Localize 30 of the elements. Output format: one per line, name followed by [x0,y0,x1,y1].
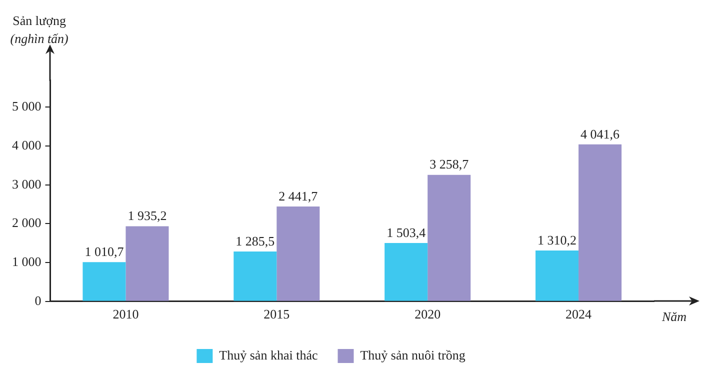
bar [536,250,579,301]
bar [126,226,169,301]
y-tick-label: 5 000 [12,98,42,114]
bar [234,251,277,301]
bar [384,243,428,301]
data-label: 4 041,6 [580,126,620,142]
x-tick-label: 2024 [566,306,592,322]
data-label: 3 258,7 [430,156,470,172]
data-label: 1 503,4 [386,224,426,240]
data-label: 1 285,5 [236,233,275,248]
bar [428,174,471,301]
x-tick-label: 2015 [264,306,290,322]
bar [578,144,622,301]
x-tick-label: 2020 [414,306,441,322]
bar [276,206,320,301]
legend-label: Thuỷ sản nuôi trồng [360,347,466,362]
y-tick-label: 1 000 [12,254,42,269]
y-tick-label: 2 000 [12,215,42,230]
data-label: 1 935,2 [128,208,167,224]
y-tick-label: 0 [34,292,42,308]
y-axis-title: Sản lượng (nghìn tấn) [10,12,68,48]
data-label: 1 010,7 [84,244,124,260]
x-tick-label: 2010 [112,306,139,322]
y-tick-label: 3 000 [12,176,42,192]
bar [82,262,126,301]
legend-label: Thuỷ sản khai thác [219,347,318,362]
data-label: 1 310,2 [538,232,577,248]
y-tick-label: 4 000 [12,137,42,152]
data-label: 2 441,7 [278,188,318,204]
x-axis-title: Năm [662,309,687,326]
